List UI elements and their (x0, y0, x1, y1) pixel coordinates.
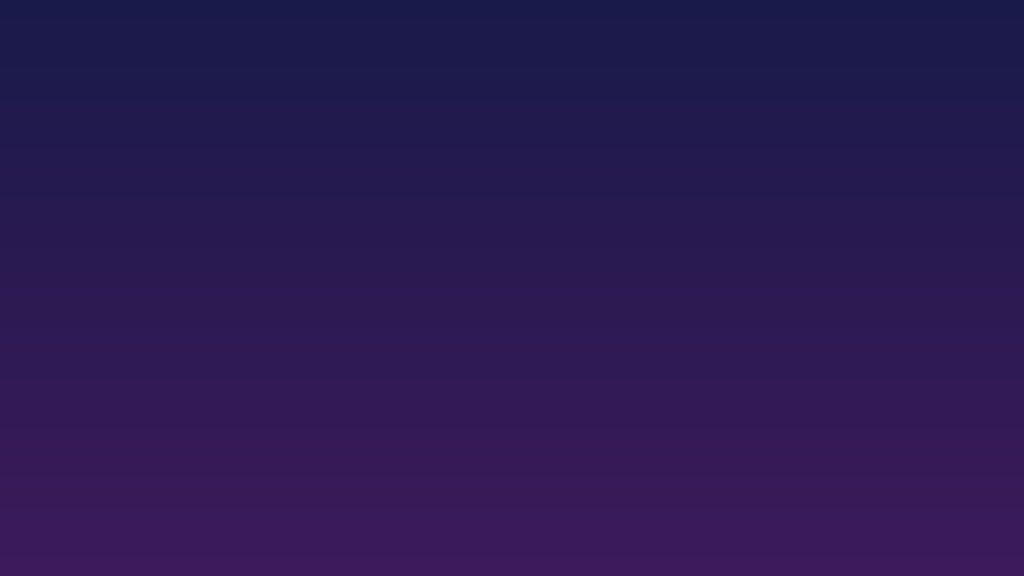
Bar (398, 414, 882, 455)
Text: PPR: PPR (182, 351, 214, 369)
Text: 10,731: 10,731 (604, 476, 663, 494)
Text: 86.8%: 86.8% (710, 310, 762, 328)
Text: 13.2%: 13.2% (822, 310, 876, 328)
Text: PRI: PRI (182, 393, 209, 411)
Text: %Male: %Male (707, 256, 762, 274)
Text: Male: Male (534, 256, 572, 274)
Bar (176, 331, 398, 372)
Text: 84.6%: 84.6% (710, 393, 762, 411)
Text: 2,564: 2,564 (615, 351, 663, 369)
Text: Type of school: Type of school (182, 256, 300, 274)
Text: 17.7%: 17.7% (822, 476, 876, 494)
Text: 7.8%: 7.8% (834, 434, 876, 452)
Bar (398, 331, 882, 372)
Text: 46,782: 46,782 (424, 393, 482, 411)
Text: 6,644: 6,644 (435, 434, 482, 452)
Bar (398, 372, 882, 414)
Text: 82.3%: 82.3% (709, 476, 762, 494)
Text: 39,561: 39,561 (514, 393, 572, 411)
Text: Female: Female (603, 256, 663, 274)
Text: Total: Total (182, 476, 221, 494)
Text: 92.2%: 92.2% (709, 434, 762, 452)
Bar (398, 455, 882, 497)
Bar (176, 206, 882, 240)
Text: Table 3.10: Number and percentage of teachers by gender and school type: Table 3.10: Number and percentage of tea… (182, 217, 771, 230)
Text: 429: 429 (631, 310, 663, 328)
Text: 517: 517 (631, 434, 663, 452)
Text: 60,711: 60,711 (424, 476, 482, 494)
Bar (176, 372, 398, 414)
Text: %Female: %Female (800, 256, 876, 274)
Text: 4,038: 4,038 (435, 351, 482, 369)
Text: 1,474: 1,474 (525, 351, 572, 369)
Text: 63.5%: 63.5% (822, 351, 876, 369)
Bar (176, 455, 398, 497)
Text: AES: AES (182, 310, 214, 328)
Text: 2,818: 2,818 (525, 310, 572, 328)
Text: THE SIZE OF THE TEACHING WORKFORCE: THE SIZE OF THE TEACHING WORKFORCE (176, 152, 928, 186)
Text: 15.4%: 15.4% (822, 393, 876, 411)
Text: 6,127: 6,127 (525, 434, 572, 452)
Text: SEC: SEC (182, 434, 215, 452)
Text: 36.5%: 36.5% (709, 351, 762, 369)
Text: 49,980: 49,980 (515, 476, 572, 494)
Bar (398, 289, 882, 331)
Bar (176, 414, 398, 455)
Text: Total: Total (443, 256, 482, 274)
Text: 3,247: 3,247 (434, 310, 482, 328)
Text: 7,221: 7,221 (615, 393, 663, 411)
Bar (176, 289, 398, 331)
